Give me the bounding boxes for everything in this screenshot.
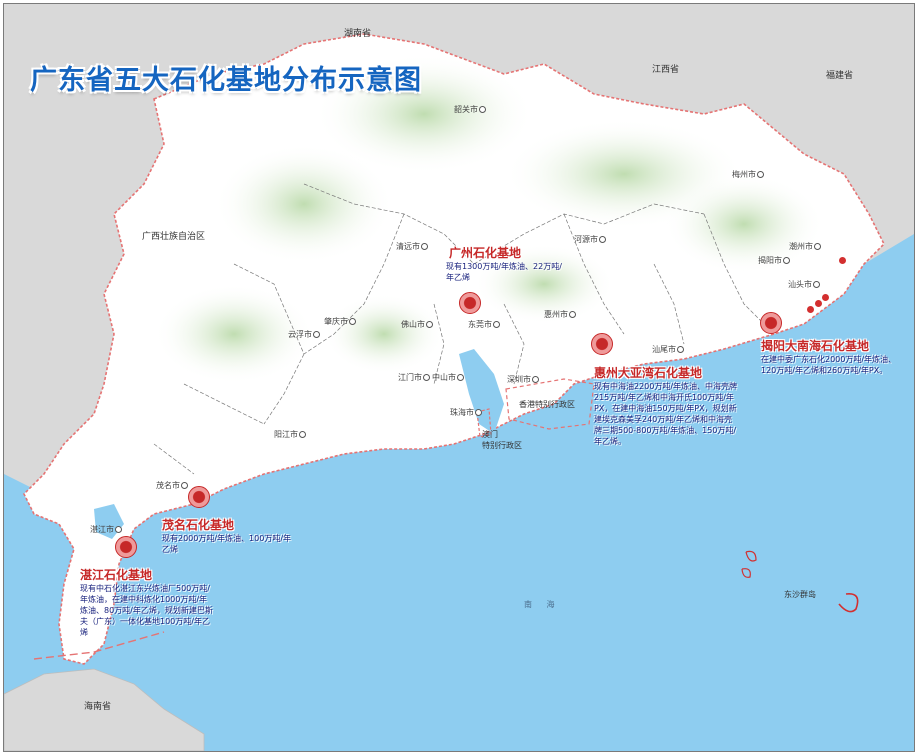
macau-boundary (476, 408, 492, 438)
city-dot-icon (569, 311, 576, 318)
mountain-shade (214, 144, 394, 264)
city-dot-icon (813, 281, 820, 288)
city-dot-icon (599, 236, 606, 243)
city-meizhou: 梅州市 (732, 169, 764, 180)
city-yangjiang: 阳江市 (274, 429, 306, 440)
region-label-hunan: 湖南省 (344, 29, 372, 39)
base-marker-maoming (188, 486, 210, 508)
city-zhongshan: 中山市 (432, 372, 464, 383)
base-name-guangzhou: 广州石化基地 (449, 246, 522, 260)
mountain-shade (154, 284, 314, 384)
city-shenzhen: 深圳市 (507, 374, 539, 385)
hongkong-boundary (505, 378, 595, 430)
label-macau-line2: 特别行政区 (482, 441, 522, 450)
label-hongkong: 香港特别行政区 (519, 400, 575, 409)
city-shaoguan: 韶关市 (454, 104, 486, 115)
dongsha-island-outline (838, 592, 859, 613)
city-maoming: 茂名市 (156, 480, 188, 491)
base-marker-zhanjiang (115, 536, 137, 558)
mountain-shade (324, 294, 444, 374)
small-site-marker (839, 257, 846, 264)
base-marker-huizhou (591, 333, 613, 355)
base-name-jieyang: 揭阳大南海石化基地 (761, 339, 870, 353)
sea-area (4, 234, 914, 751)
base-name-maoming: 茂名石化基地 (162, 518, 235, 532)
base-name-zhanjiang: 湛江石化基地 (80, 568, 153, 582)
city-dot-icon (115, 526, 122, 533)
city-dot-icon (421, 243, 428, 250)
city-dot-icon (426, 321, 433, 328)
city-dot-icon (479, 106, 486, 113)
base-marker-guangzhou (459, 292, 481, 314)
city-dot-icon (313, 331, 320, 338)
city-jieyang: 揭阳市 (758, 255, 790, 266)
city-dot-icon (349, 318, 356, 325)
label-dongsha-islands: 东沙群岛 (784, 590, 816, 599)
city-shanwei: 汕尾市 (652, 344, 684, 355)
map-title: 广东省五大石化基地分布示意图 (30, 65, 422, 96)
city-dongguan: 东莞市 (468, 319, 500, 330)
city-shantou: 汕头市 (788, 279, 820, 290)
base-desc-jieyang: 在建中委广东石化2000万吨/年炼油、120万吨/年乙烯和260万吨/年PX。 (761, 355, 897, 375)
base-desc-zhanjiang: 现有中石化湛江东兴炼油厂500万吨/年炼油，在建中科炼化1000万吨/年炼油、8… (80, 584, 213, 637)
region-label-hainan: 海南省 (84, 702, 112, 712)
label-south-china-sea: 南 海 (524, 600, 561, 609)
prefecture-boundaries (153, 183, 765, 475)
city-zhuhai: 珠海市 (450, 407, 482, 418)
city-dot-icon (814, 243, 821, 250)
city-huizhou: 惠州市 (544, 309, 576, 320)
label-macau-line1: 澳门 (482, 430, 498, 439)
island-outline (741, 568, 751, 578)
city-chaozhou: 潮州市 (789, 241, 821, 252)
small-site-marker (807, 306, 814, 313)
region-label-jiangxi: 江西省 (652, 65, 680, 75)
base-desc-huizhou: 现有中海油2200万吨/年炼油、中海壳牌215万吨/年乙烯和中海开氏100万吨/… (594, 382, 738, 446)
city-foshan: 佛山市 (401, 319, 433, 330)
small-site-marker (815, 300, 822, 307)
map-frame: 广东省五大石化基地分布示意图 湖南省 江西省 福建省 广西壮族自治区 海南省 韶… (3, 3, 915, 752)
maritime-boundary (33, 631, 165, 660)
small-site-marker (822, 294, 829, 301)
base-name-huizhou: 惠州大亚湾石化基地 (594, 366, 703, 380)
city-dot-icon (299, 431, 306, 438)
region-label-guangxi: 广西壮族自治区 (142, 232, 206, 242)
city-jiangmen: 江门市 (398, 372, 430, 383)
mountain-shade (314, 54, 534, 174)
mountain-shade (664, 174, 824, 274)
base-desc-maoming: 现有2000万吨/年炼油、100万吨/年乙烯 (162, 534, 292, 554)
city-heyuan: 河源市 (574, 234, 606, 245)
city-dot-icon (757, 171, 764, 178)
city-dot-icon (457, 374, 464, 381)
mountain-shade (474, 244, 614, 324)
pearl-river-estuary (459, 349, 504, 434)
hainan-land (4, 668, 205, 751)
city-zhaoqing: 肇庆市 (324, 316, 356, 327)
city-qingyuan: 清远市 (396, 241, 428, 252)
city-dot-icon (475, 409, 482, 416)
island-outline (745, 550, 757, 562)
city-dot-icon (783, 257, 790, 264)
city-dot-icon (423, 374, 430, 381)
map-canvas (4, 33, 914, 751)
city-dot-icon (493, 321, 500, 328)
city-dot-icon (677, 346, 684, 353)
city-dot-icon (532, 376, 539, 383)
city-yunfu: 云浮市 (288, 329, 320, 340)
city-dot-icon (181, 482, 188, 489)
base-marker-jieyang (760, 312, 782, 334)
base-desc-guangzhou: 现有1300万吨/年炼油、22万吨/年乙烯 (446, 262, 562, 282)
region-label-fujian: 福建省 (826, 71, 854, 81)
city-zhanjiang: 湛江市 (90, 524, 122, 535)
